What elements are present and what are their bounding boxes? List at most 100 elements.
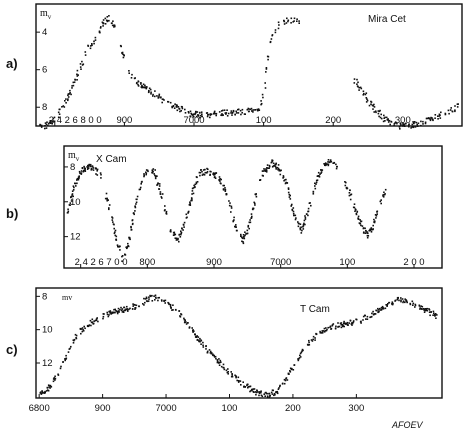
data-point: [391, 303, 394, 306]
data-point: [81, 327, 84, 329]
data-point: [152, 95, 154, 97]
data-point: [216, 359, 219, 361]
data-point: [266, 164, 269, 166]
data-point: [84, 54, 87, 56]
data-point: [95, 167, 97, 170]
data-point: [219, 178, 221, 180]
data-point: [141, 86, 143, 89]
data-point: [327, 163, 330, 166]
data-point: [132, 222, 134, 225]
data-point: [360, 322, 362, 324]
data-point: [164, 299, 167, 302]
data-point: [314, 182, 316, 185]
data-point: [214, 112, 216, 115]
data-point: [222, 189, 225, 191]
data-point: [269, 40, 272, 43]
data-point: [82, 328, 84, 331]
data-point: [89, 47, 92, 50]
data-point: [439, 114, 441, 116]
data-point: [376, 309, 378, 312]
data-point: [237, 376, 240, 379]
data-point: [222, 363, 225, 366]
data-point: [213, 111, 216, 114]
data-point: [54, 379, 56, 381]
data-point: [299, 352, 302, 355]
data-point: [147, 91, 150, 94]
data-point: [360, 220, 363, 223]
data-point: [385, 116, 388, 119]
data-point: [253, 391, 255, 393]
data-point: [164, 302, 166, 304]
data-point: [199, 171, 202, 174]
data-point: [149, 295, 152, 298]
data-point: [420, 120, 422, 123]
panel-b-x-cam: b) mv X Cam 8 10 12 2 4 2 6 7 0 0 800 900 700…: [6, 145, 443, 269]
data-point: [90, 165, 92, 168]
data-point: [302, 223, 305, 226]
data-point: [145, 171, 147, 174]
data-point: [79, 172, 81, 175]
data-point: [169, 303, 172, 306]
data-point: [72, 84, 75, 87]
data-point: [275, 168, 277, 170]
data-point: [231, 112, 234, 114]
data-point: [230, 211, 232, 213]
data-point: [366, 99, 369, 102]
data-point: [158, 185, 161, 187]
data-point: [155, 297, 157, 299]
data-point: [136, 195, 139, 198]
data-point: [315, 181, 318, 184]
data-point: [83, 165, 85, 168]
data-point: [379, 116, 382, 119]
data-point: [357, 81, 359, 84]
data-point: [220, 178, 222, 181]
data-point: [283, 378, 286, 381]
data-point: [284, 179, 286, 181]
data-point: [72, 189, 75, 191]
data-point: [261, 170, 264, 172]
data-point: [428, 311, 431, 313]
data-point: [69, 347, 71, 350]
data-point: [264, 395, 266, 397]
data-point: [250, 213, 253, 215]
data-point: [108, 208, 110, 211]
data-point: [119, 44, 122, 47]
data-point: [200, 169, 202, 171]
data-point: [379, 109, 381, 112]
data-point: [232, 220, 235, 222]
data-point: [76, 178, 79, 180]
data-point: [242, 234, 245, 236]
data-point: [403, 125, 406, 127]
data-point: [135, 304, 138, 307]
data-point: [75, 334, 78, 337]
data-point: [188, 204, 191, 206]
data-point: [100, 173, 102, 176]
data-point: [90, 324, 92, 327]
data-point: [210, 170, 212, 173]
data-point: [231, 114, 233, 116]
data-point: [216, 360, 219, 362]
data-point: [414, 126, 416, 128]
data-point: [326, 163, 328, 165]
data-point: [206, 351, 209, 354]
data-point: [119, 249, 121, 251]
data-point: [255, 391, 258, 394]
x-tick-label: 100: [339, 257, 355, 268]
data-point: [416, 123, 418, 126]
data-point: [191, 199, 193, 202]
data-point: [417, 125, 419, 127]
data-point: [432, 119, 434, 122]
data-point: [80, 170, 83, 172]
data-point: [115, 239, 118, 241]
data-point: [88, 324, 91, 326]
data-point: [430, 116, 432, 119]
data-point: [237, 108, 240, 111]
data-point: [116, 311, 119, 313]
data-point: [375, 309, 377, 312]
data-point: [81, 60, 83, 63]
data-point: [340, 326, 343, 329]
data-point: [74, 182, 76, 185]
y-tick-label: 6: [42, 65, 47, 76]
data-point: [234, 113, 236, 116]
data-point: [68, 204, 71, 206]
